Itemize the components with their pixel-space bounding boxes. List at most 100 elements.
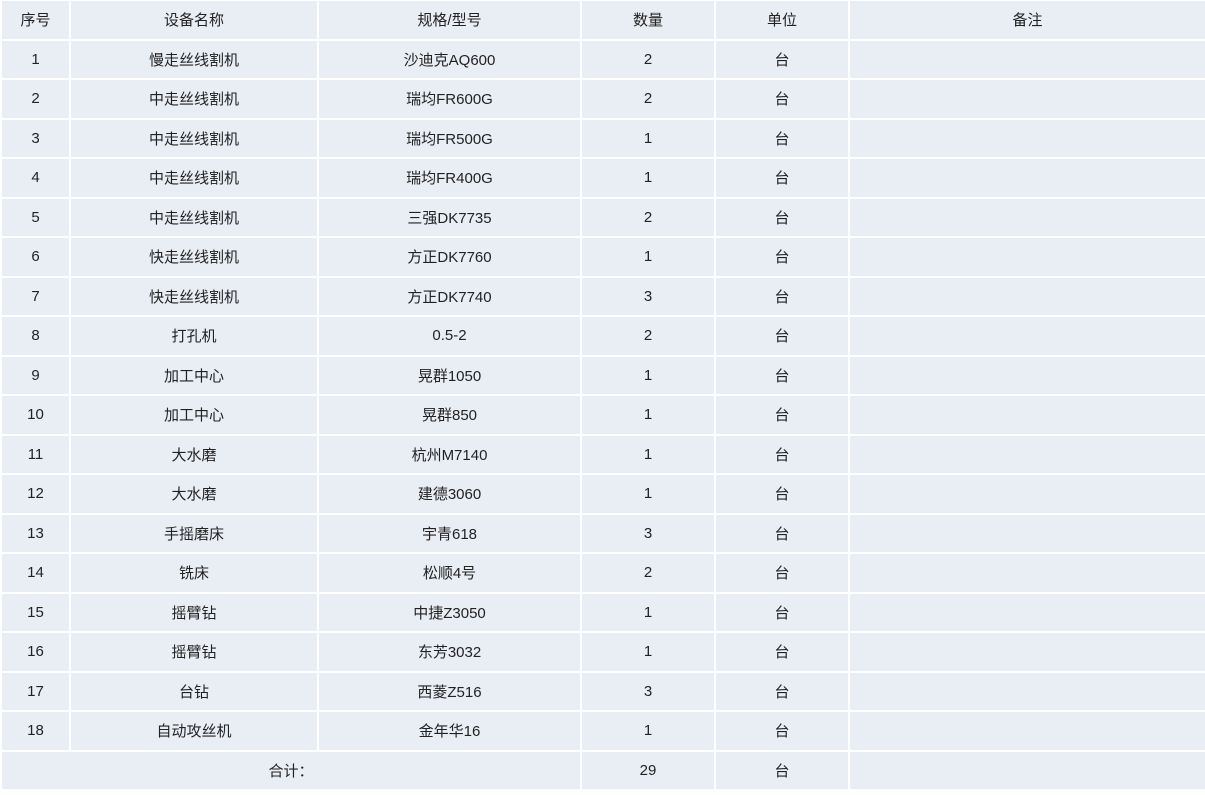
- cell-name: 中走丝线割机: [71, 119, 317, 157]
- cell-spec: 瑞均FR600G: [319, 80, 580, 118]
- cell-name: 摇臂钻: [71, 593, 317, 631]
- cell-remark: [850, 672, 1205, 710]
- cell-spec: 三强DK7735: [319, 198, 580, 236]
- cell-index: 13: [2, 514, 69, 552]
- header-cell-unit: 单位: [716, 1, 848, 39]
- cell-spec: 0.5-2: [319, 317, 580, 355]
- cell-index: 11: [2, 435, 69, 473]
- cell-name: 摇臂钻: [71, 633, 317, 671]
- cell-unit: 台: [716, 119, 848, 157]
- cell-name: 快走丝线割机: [71, 277, 317, 315]
- cell-remark: [850, 159, 1205, 197]
- cell-remark: [850, 554, 1205, 592]
- cell-name: 自动攻丝机: [71, 712, 317, 750]
- cell-spec: 松顺4号: [319, 554, 580, 592]
- cell-index: 3: [2, 119, 69, 157]
- cell-unit: 台: [716, 238, 848, 276]
- cell-index: 12: [2, 475, 69, 513]
- cell-quantity: 2: [582, 554, 714, 592]
- cell-remark: [850, 712, 1205, 750]
- cell-remark: [850, 514, 1205, 552]
- cell-remark: [850, 396, 1205, 434]
- cell-unit: 台: [716, 554, 848, 592]
- cell-spec: 瑞均FR400G: [319, 159, 580, 197]
- cell-spec: 晃群850: [319, 396, 580, 434]
- cell-unit: 台: [716, 198, 848, 236]
- cell-quantity: 1: [582, 119, 714, 157]
- cell-quantity: 3: [582, 514, 714, 552]
- cell-name: 快走丝线割机: [71, 238, 317, 276]
- cell-remark: [850, 40, 1205, 78]
- cell-index: 15: [2, 593, 69, 631]
- cell-spec: 西菱Z516: [319, 672, 580, 710]
- header-cell-remark: 备注: [850, 1, 1205, 39]
- cell-name: 中走丝线割机: [71, 80, 317, 118]
- cell-quantity: 2: [582, 198, 714, 236]
- cell-name: 加工中心: [71, 356, 317, 394]
- cell-spec: 沙迪克AQ600: [319, 40, 580, 78]
- cell-spec: 建德3060: [319, 475, 580, 513]
- cell-spec: 晃群1050: [319, 356, 580, 394]
- cell-remark: [850, 593, 1205, 631]
- cell-quantity: 3: [582, 672, 714, 710]
- cell-index: 5: [2, 198, 69, 236]
- cell-remark: [850, 80, 1205, 118]
- cell-name: 中走丝线割机: [71, 198, 317, 236]
- cell-unit: 台: [716, 633, 848, 671]
- cell-remark: [850, 435, 1205, 473]
- cell-name: 手摇磨床: [71, 514, 317, 552]
- cell-spec: 中捷Z3050: [319, 593, 580, 631]
- cell-name: 台钻: [71, 672, 317, 710]
- cell-name: 加工中心: [71, 396, 317, 434]
- cell-quantity: 1: [582, 396, 714, 434]
- header-cell-spec: 规格/型号: [319, 1, 580, 39]
- cell-name: 大水磨: [71, 435, 317, 473]
- cell-unit: 台: [716, 593, 848, 631]
- cell-quantity: 1: [582, 712, 714, 750]
- cell-name: 大水磨: [71, 475, 317, 513]
- cell-index: 1: [2, 40, 69, 78]
- cell-unit: 台: [716, 435, 848, 473]
- cell-unit: 台: [716, 356, 848, 394]
- cell-index: 16: [2, 633, 69, 671]
- cell-name: 中走丝线割机: [71, 159, 317, 197]
- cell-quantity: 2: [582, 317, 714, 355]
- cell-index: 7: [2, 277, 69, 315]
- cell-quantity: 2: [582, 40, 714, 78]
- cell-index: 10: [2, 396, 69, 434]
- cell-remark: [850, 119, 1205, 157]
- cell-unit: 台: [716, 277, 848, 315]
- cell-quantity: 1: [582, 633, 714, 671]
- cell-spec: 金年华16: [319, 712, 580, 750]
- cell-remark: [850, 198, 1205, 236]
- cell-quantity: 1: [582, 159, 714, 197]
- cell-unit: 台: [716, 159, 848, 197]
- cell-index: 9: [2, 356, 69, 394]
- cell-unit: 台: [716, 514, 848, 552]
- cell-spec: 东芳3032: [319, 633, 580, 671]
- total-label: 合计：: [2, 751, 580, 789]
- cell-index: 4: [2, 159, 69, 197]
- cell-unit: 台: [716, 712, 848, 750]
- total-remark: [850, 751, 1205, 789]
- cell-unit: 台: [716, 317, 848, 355]
- cell-unit: 台: [716, 40, 848, 78]
- cell-unit: 台: [716, 672, 848, 710]
- cell-remark: [850, 356, 1205, 394]
- header-cell-quantity: 数量: [582, 1, 714, 39]
- cell-quantity: 3: [582, 277, 714, 315]
- cell-quantity: 1: [582, 238, 714, 276]
- cell-spec: 杭州M7140: [319, 435, 580, 473]
- header-cell-index: 序号: [2, 1, 69, 39]
- cell-quantity: 1: [582, 356, 714, 394]
- cell-quantity: 2: [582, 80, 714, 118]
- cell-index: 8: [2, 317, 69, 355]
- cell-index: 6: [2, 238, 69, 276]
- cell-index: 14: [2, 554, 69, 592]
- cell-quantity: 1: [582, 593, 714, 631]
- cell-spec: 宇青618: [319, 514, 580, 552]
- cell-unit: 台: [716, 475, 848, 513]
- cell-quantity: 1: [582, 475, 714, 513]
- cell-unit: 台: [716, 80, 848, 118]
- header-cell-name: 设备名称: [71, 1, 317, 39]
